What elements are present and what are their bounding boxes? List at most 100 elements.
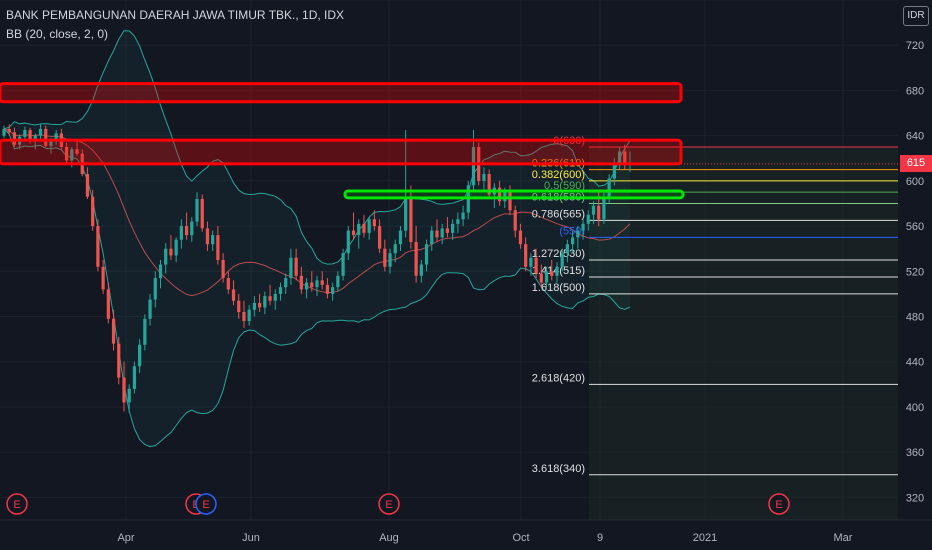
candle[interactable] bbox=[257, 293, 262, 312]
candle[interactable] bbox=[304, 278, 309, 299]
candle[interactable] bbox=[143, 314, 147, 351]
candle[interactable] bbox=[341, 248, 345, 281]
candlestick-series[interactable] bbox=[2, 124, 632, 413]
candle[interactable] bbox=[539, 264, 543, 288]
candle[interactable] bbox=[351, 212, 356, 240]
candle[interactable] bbox=[315, 275, 319, 297]
candle[interactable] bbox=[586, 210, 590, 231]
candle[interactable] bbox=[174, 237, 178, 263]
candle[interactable] bbox=[211, 230, 215, 251]
candle[interactable] bbox=[482, 167, 486, 193]
candle[interactable] bbox=[445, 217, 450, 238]
candle[interactable] bbox=[310, 271, 314, 292]
candle[interactable] bbox=[226, 271, 230, 294]
candle[interactable] bbox=[284, 273, 288, 294]
candle[interactable] bbox=[2, 125, 6, 138]
candle[interactable] bbox=[96, 219, 100, 272]
candle[interactable] bbox=[555, 262, 559, 283]
earnings-marker[interactable]: E bbox=[768, 493, 790, 515]
candle[interactable] bbox=[169, 235, 173, 260]
candle[interactable] bbox=[164, 243, 168, 274]
candle[interactable] bbox=[299, 266, 303, 294]
candle[interactable] bbox=[617, 146, 622, 170]
candle[interactable] bbox=[263, 291, 267, 315]
candle[interactable] bbox=[383, 239, 387, 272]
candle[interactable] bbox=[190, 217, 194, 242]
earnings-marker[interactable]: E bbox=[378, 493, 400, 515]
candle[interactable] bbox=[132, 361, 137, 394]
candle[interactable] bbox=[435, 219, 439, 242]
candle[interactable] bbox=[524, 237, 528, 272]
candle[interactable] bbox=[38, 124, 43, 140]
candle[interactable] bbox=[320, 271, 324, 290]
candle[interactable] bbox=[560, 248, 564, 272]
candle[interactable] bbox=[461, 205, 465, 227]
candle[interactable] bbox=[148, 293, 152, 326]
candle[interactable] bbox=[518, 223, 523, 249]
candle[interactable] bbox=[591, 201, 596, 224]
candle[interactable] bbox=[424, 239, 429, 272]
candle[interactable] bbox=[184, 212, 189, 240]
candle[interactable] bbox=[336, 271, 340, 292]
sr-zones[interactable] bbox=[0, 82, 685, 200]
candle[interactable] bbox=[357, 219, 361, 249]
indicator-legend[interactable]: BB (20, close, 2, 0) bbox=[6, 27, 109, 41]
candle[interactable] bbox=[388, 248, 392, 274]
candle[interactable] bbox=[106, 282, 110, 324]
candle[interactable] bbox=[346, 226, 350, 260]
candle[interactable] bbox=[581, 219, 585, 240]
candle[interactable] bbox=[550, 260, 554, 281]
candle[interactable] bbox=[23, 126, 27, 141]
candle[interactable] bbox=[404, 130, 408, 238]
candle[interactable] bbox=[331, 282, 335, 301]
candle[interactable] bbox=[91, 189, 95, 231]
candle[interactable] bbox=[242, 300, 246, 328]
candle[interactable] bbox=[576, 226, 580, 249]
candle[interactable] bbox=[497, 180, 502, 206]
candle[interactable] bbox=[544, 266, 549, 288]
candle[interactable] bbox=[570, 230, 575, 254]
candle[interactable] bbox=[231, 280, 236, 306]
candle[interactable] bbox=[362, 214, 366, 238]
candle[interactable] bbox=[195, 192, 199, 227]
candle[interactable] bbox=[294, 248, 298, 281]
candle[interactable] bbox=[200, 194, 204, 232]
candle[interactable] bbox=[85, 167, 90, 199]
candle[interactable] bbox=[268, 284, 272, 306]
candle[interactable] bbox=[237, 293, 241, 319]
candle[interactable] bbox=[289, 248, 293, 285]
event-markers[interactable]: EEEEE bbox=[6, 493, 790, 515]
earnings-marker[interactable]: E bbox=[6, 493, 28, 515]
candle[interactable] bbox=[372, 210, 377, 231]
candle[interactable] bbox=[205, 221, 210, 251]
candle[interactable] bbox=[75, 140, 79, 156]
candle[interactable] bbox=[54, 130, 58, 145]
candle[interactable] bbox=[393, 239, 397, 263]
candle[interactable] bbox=[117, 336, 121, 385]
candle[interactable] bbox=[153, 271, 157, 308]
candle[interactable] bbox=[367, 217, 371, 240]
currency-button[interactable]: IDR bbox=[903, 6, 929, 26]
candle[interactable] bbox=[122, 361, 126, 412]
price-axis[interactable]: 320 360 400 440 480 520 560 600 640 680 720 bbox=[898, 0, 932, 550]
candle[interactable] bbox=[138, 339, 142, 374]
candle[interactable] bbox=[278, 282, 283, 301]
candle[interactable] bbox=[111, 309, 116, 351]
candle[interactable] bbox=[565, 239, 570, 263]
candle[interactable] bbox=[377, 219, 382, 254]
candle[interactable] bbox=[7, 124, 11, 136]
candle[interactable] bbox=[456, 212, 460, 233]
zone-support[interactable] bbox=[343, 189, 685, 200]
zone-resistance-lower[interactable] bbox=[0, 138, 683, 166]
candle[interactable] bbox=[419, 260, 423, 283]
candle[interactable] bbox=[513, 205, 517, 238]
candle[interactable] bbox=[221, 253, 225, 283]
earnings-marker[interactable]: E bbox=[195, 493, 217, 515]
candle[interactable] bbox=[158, 260, 163, 289]
candle[interactable] bbox=[216, 226, 220, 265]
candle[interactable] bbox=[273, 289, 277, 310]
candle[interactable] bbox=[529, 253, 533, 276]
candle[interactable] bbox=[451, 219, 455, 240]
candle[interactable] bbox=[440, 223, 444, 245]
candle[interactable] bbox=[623, 144, 627, 170]
